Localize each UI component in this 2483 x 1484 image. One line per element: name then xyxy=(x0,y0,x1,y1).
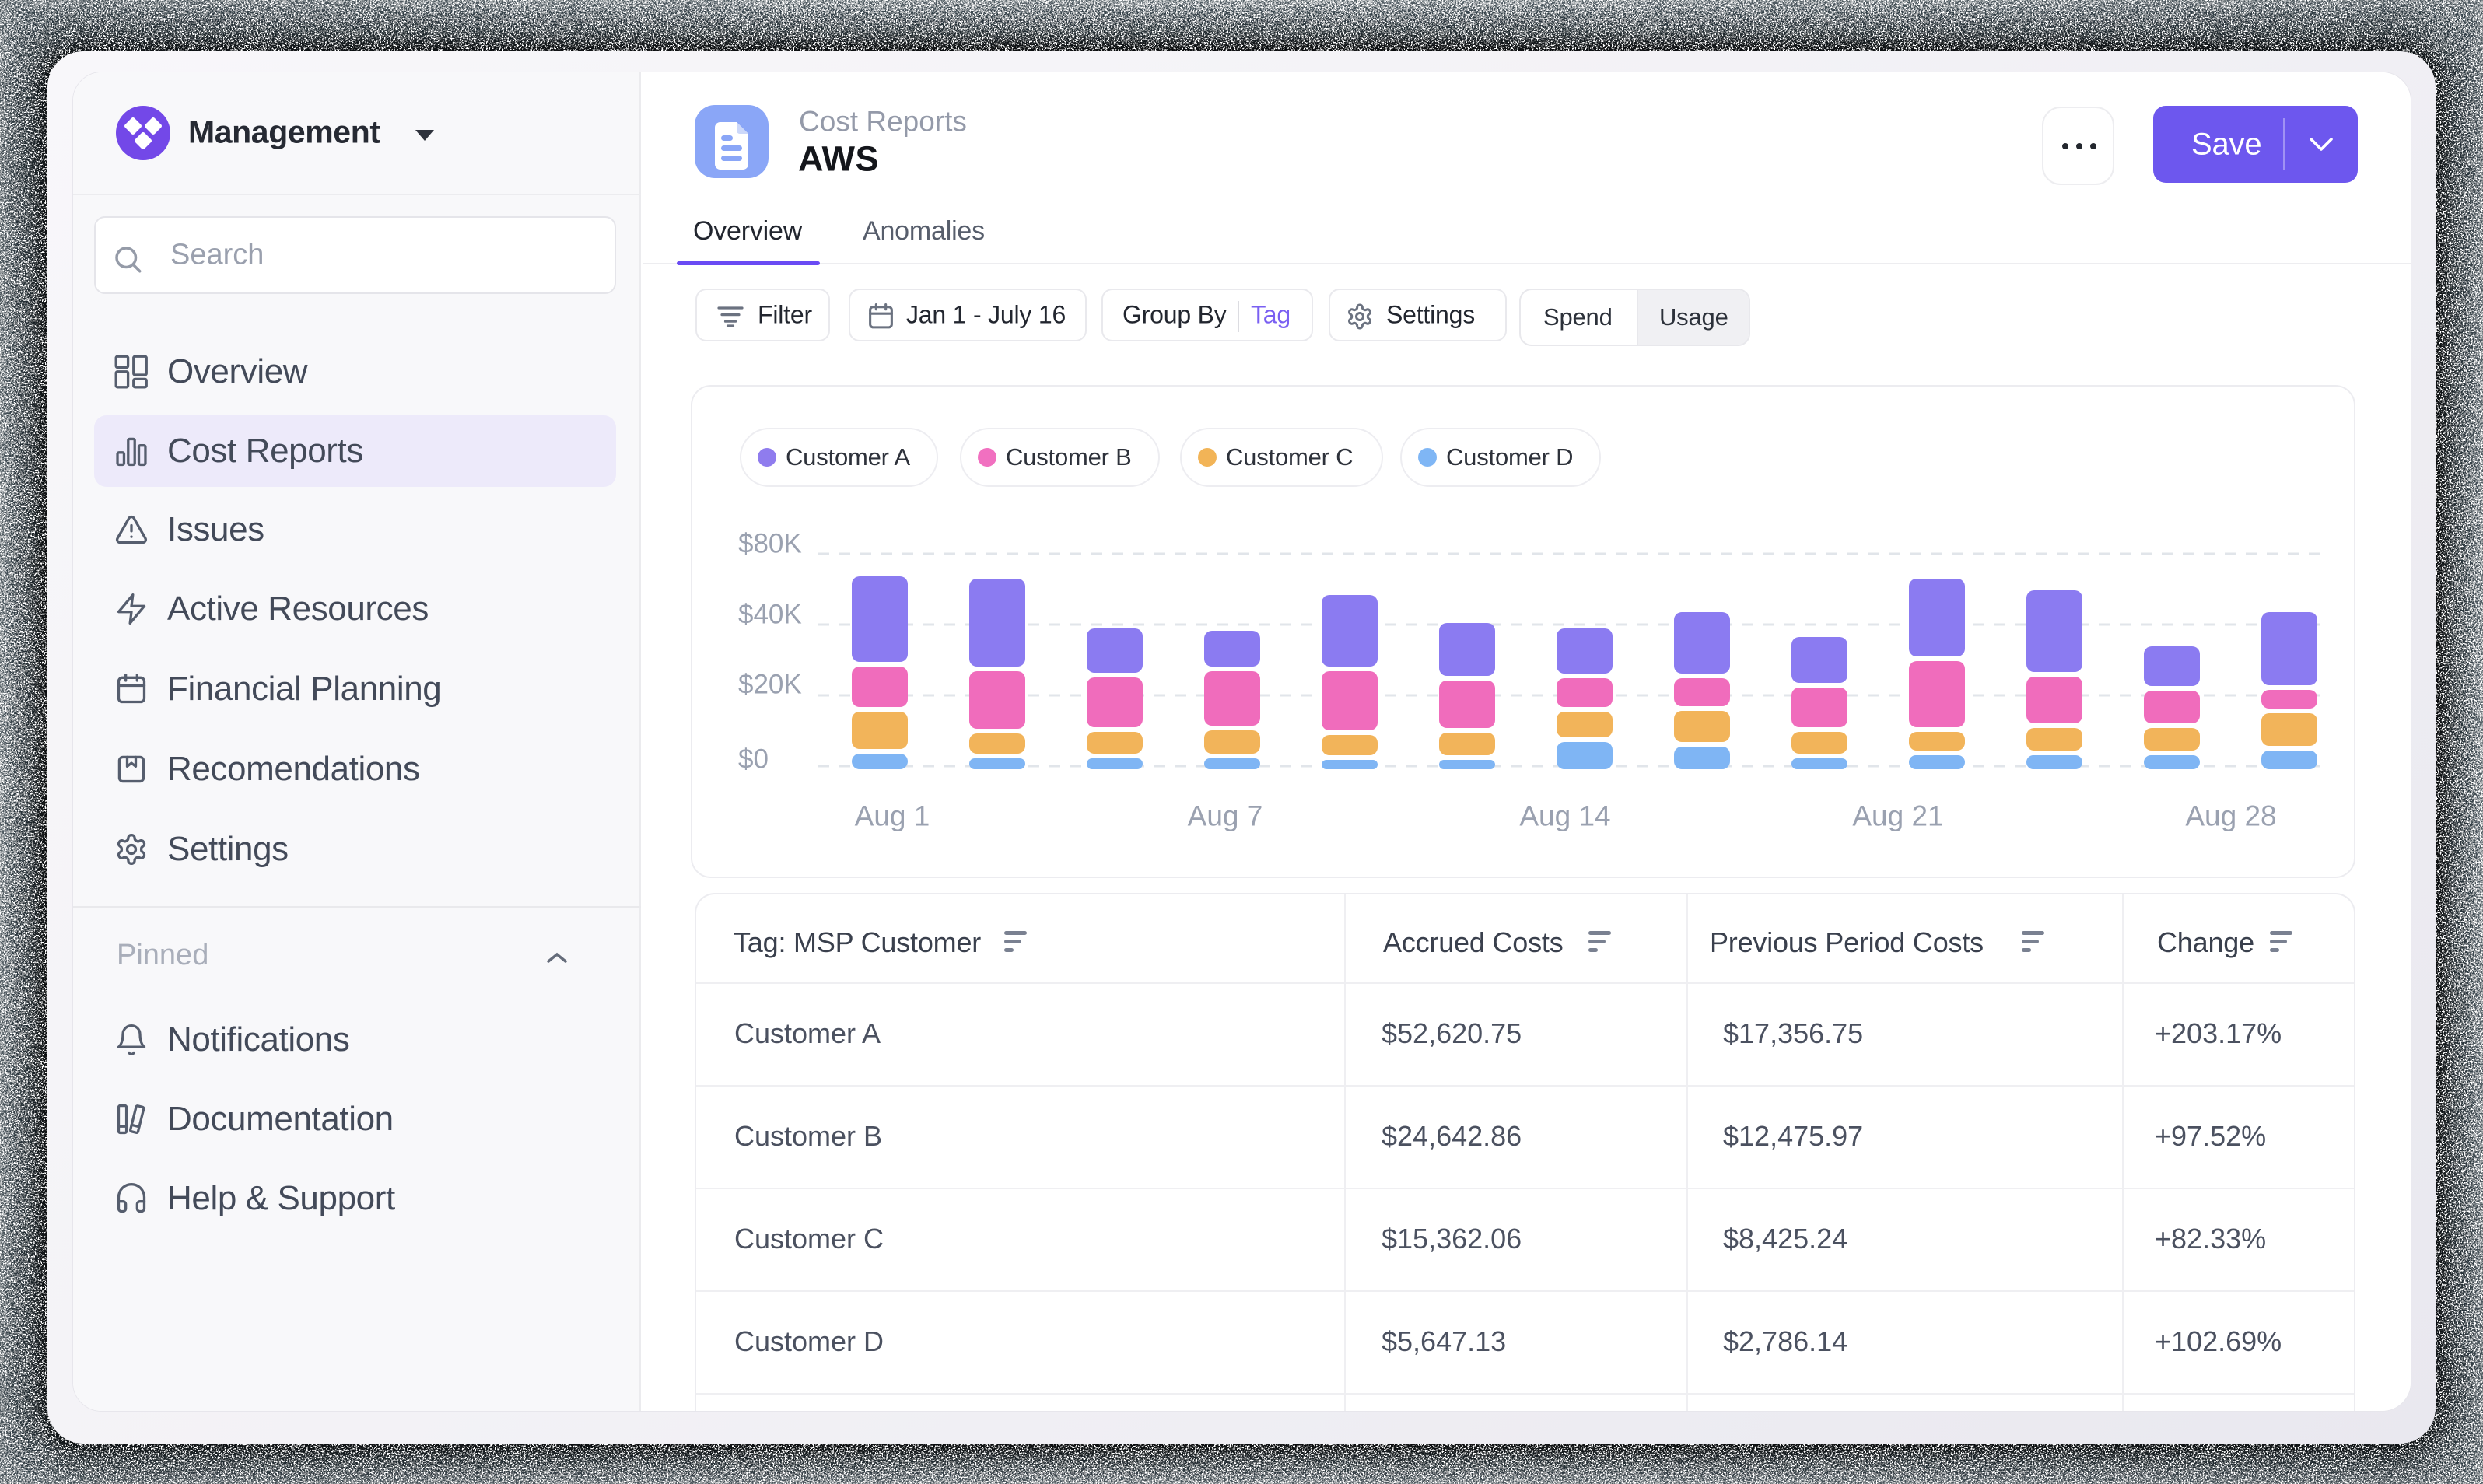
svg-text:Aug 21: Aug 21 xyxy=(1852,800,1943,832)
svg-text:Aug 14: Aug 14 xyxy=(1519,800,1610,832)
svg-text:$20K: $20K xyxy=(738,670,802,700)
svg-text:$40K: $40K xyxy=(738,600,802,630)
svg-text:Aug 7: Aug 7 xyxy=(1188,800,1263,832)
svg-text:$0: $0 xyxy=(738,744,769,775)
svg-text:Aug 1: Aug 1 xyxy=(855,800,930,832)
svg-text:$80K: $80K xyxy=(738,529,802,559)
svg-text:Aug 28: Aug 28 xyxy=(2185,800,2276,832)
